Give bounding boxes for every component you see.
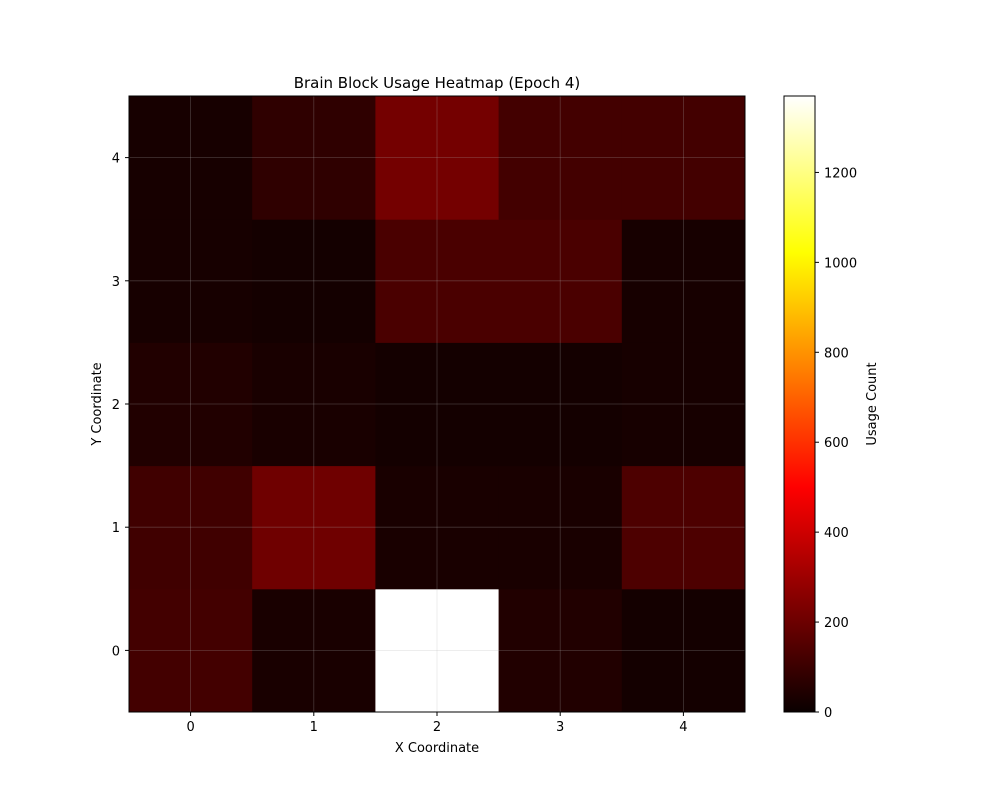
y-tick-label: 1 xyxy=(112,521,120,536)
heatmap-cell-x4-y3 xyxy=(621,219,746,343)
heatmap-cell-x1-y3 xyxy=(252,219,376,343)
colorbar-tick-label: 1000 xyxy=(824,256,857,271)
heatmap-cell-x1-y2 xyxy=(252,342,376,467)
heatmap-cell-x3-y4 xyxy=(498,96,623,220)
heatmap-cell-x2-y1 xyxy=(375,465,500,590)
colorbar-label: Usage Count xyxy=(865,362,880,445)
heatmap-cell-x4-y4 xyxy=(621,96,746,220)
heatmap-cell-x2-y3 xyxy=(375,219,500,343)
colorbar-tick-label: 200 xyxy=(824,616,849,631)
heatmap-cell-x0-y0 xyxy=(129,588,253,713)
colorbar-tick-label: 1200 xyxy=(824,166,857,181)
heatmap-cell-x2-y0 xyxy=(375,588,500,713)
heatmap-cell-x1-y1 xyxy=(252,465,376,590)
x-tick-label: 4 xyxy=(679,720,687,735)
heatmap-cell-x2-y2 xyxy=(375,342,500,467)
y-tick-label: 3 xyxy=(112,275,120,290)
y-tick-label: 4 xyxy=(112,152,120,167)
heatmap-cell-x4-y0 xyxy=(621,588,746,713)
x-axis-label: X Coordinate xyxy=(395,741,479,756)
x-tick-label: 3 xyxy=(556,720,564,735)
heatmap-cell-x3-y3 xyxy=(498,219,623,343)
heatmap-cell-x3-y2 xyxy=(498,342,623,467)
heatmap-cell-x3-y0 xyxy=(498,588,623,713)
y-tick-label: 0 xyxy=(112,644,120,659)
y-tick-label: 2 xyxy=(112,398,120,413)
y-axis-ticks: 0 1 2 3 4 xyxy=(112,152,129,659)
x-tick-label: 1 xyxy=(310,720,318,735)
colorbar-tick-label: 400 xyxy=(824,526,849,541)
heatmap-cell-x1-y0 xyxy=(252,588,376,713)
heatmap-cell-x1-y4 xyxy=(252,96,376,220)
colorbar-tick-label: 800 xyxy=(824,346,849,361)
x-tick-label: 0 xyxy=(186,720,194,735)
heatmap-cell-x0-y4 xyxy=(129,96,253,220)
y-axis-label: Y Coordinate xyxy=(90,362,105,446)
heatmap-cell-x2-y4 xyxy=(375,96,500,220)
grid-lines xyxy=(129,96,745,712)
heatmap-cell-x0-y2 xyxy=(129,342,253,467)
colorbar-tick-label: 600 xyxy=(824,436,849,451)
heatmap-cells xyxy=(129,96,746,713)
heatmap-cell-x0-y1 xyxy=(129,465,253,590)
colorbar xyxy=(783,95,816,713)
heatmap-cell-x0-y3 xyxy=(129,219,253,343)
heatmap-cell-x3-y1 xyxy=(498,465,623,590)
heatmap-cell-x4-y1 xyxy=(621,465,746,590)
x-tick-label: 2 xyxy=(433,720,441,735)
chart-title: Brain Block Usage Heatmap (Epoch 4) xyxy=(294,74,581,92)
x-axis-ticks: 0 1 2 3 4 xyxy=(186,712,688,735)
colorbar-ticks: 0 200 400 600 800 1000 1200 xyxy=(815,166,857,721)
colorbar-tick-label: 0 xyxy=(824,706,832,721)
heatmap-cell-x4-y2 xyxy=(621,342,746,467)
